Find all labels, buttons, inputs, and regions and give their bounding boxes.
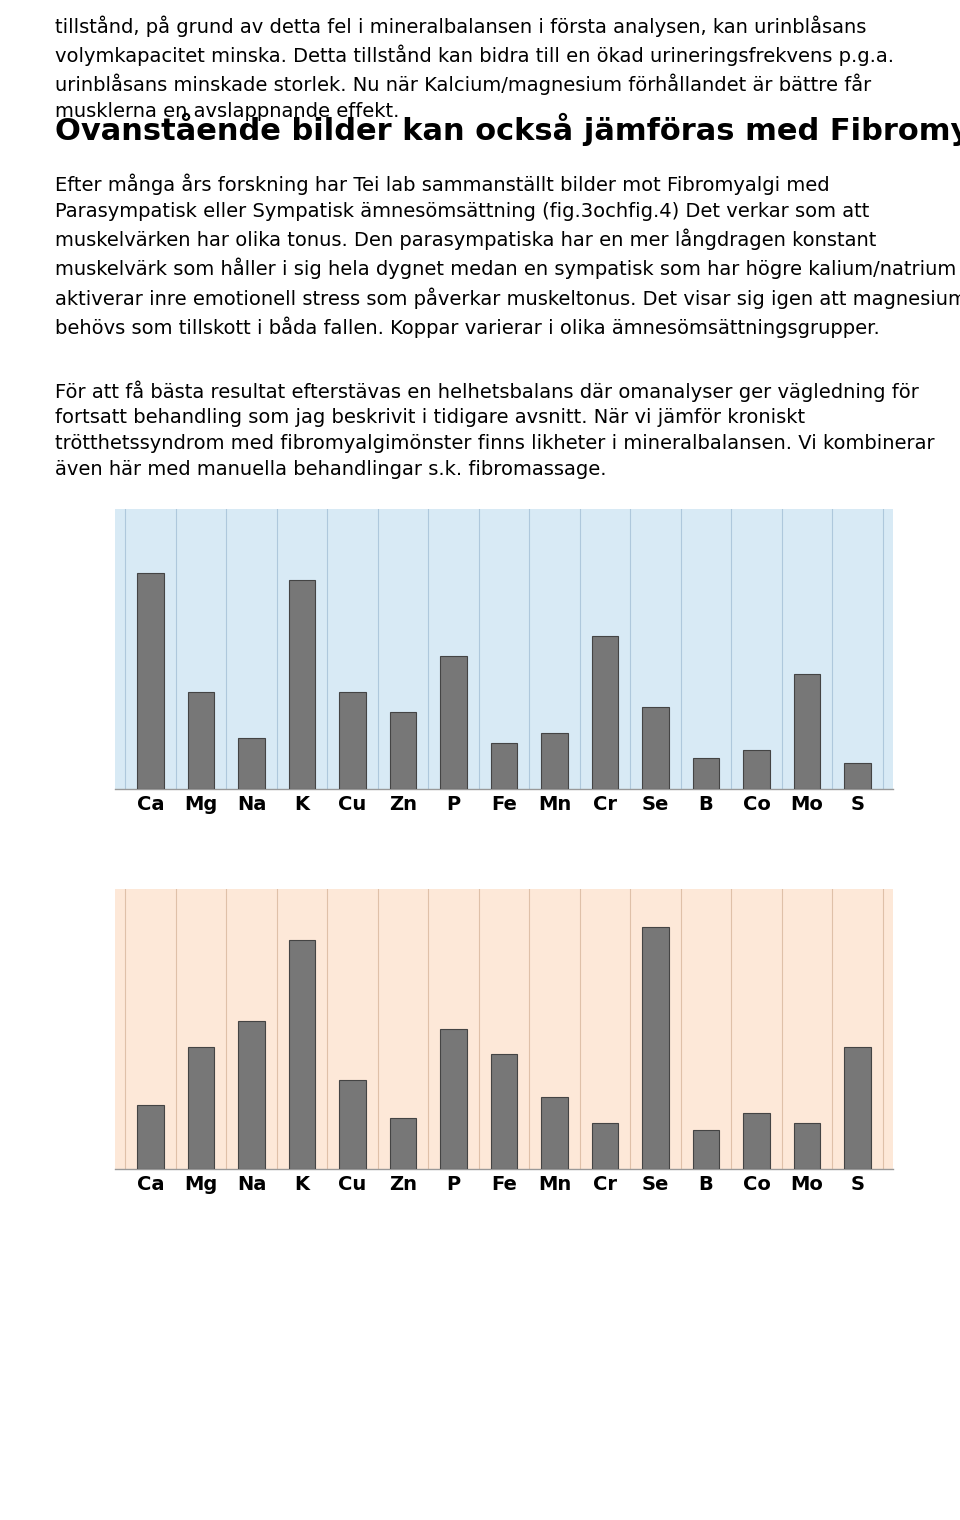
Text: Parasympatisk: Parasympatisk	[504, 517, 712, 541]
Bar	[441, 1029, 467, 1169]
Bar	[340, 692, 366, 789]
Bar	[137, 573, 163, 789]
Bar	[642, 927, 668, 1169]
Text: fig.3  Fibromyalgi: fig.3 Fibromyalgi	[246, 517, 504, 541]
Text: Sympatisk: Sympatisk	[504, 897, 652, 921]
Bar	[390, 713, 416, 789]
Bar	[743, 1113, 770, 1169]
Bar	[541, 1097, 567, 1169]
Bar	[794, 675, 820, 789]
Bar	[289, 939, 315, 1169]
Bar	[845, 1047, 871, 1169]
Bar	[340, 1079, 366, 1169]
Bar	[238, 737, 265, 789]
Bar	[491, 1055, 517, 1169]
Bar	[743, 751, 770, 789]
Bar	[188, 1047, 214, 1169]
Bar	[592, 637, 618, 789]
Text: För att få bästa resultat efterstävas en helhetsbalans där omanalyser ger vägled: För att få bästa resultat efterstävas en…	[55, 380, 934, 479]
Bar	[441, 657, 467, 789]
Bar	[693, 1131, 719, 1169]
Text: Ovanstående bilder kan också jämföras med Fibromyalgimönstret: Ovanstående bilder kan också jämföras me…	[55, 112, 960, 146]
Bar	[592, 1123, 618, 1169]
Bar	[137, 1105, 163, 1169]
Bar	[541, 733, 567, 789]
Text: tillstånd, på grund av detta fel i mineralbalansen i första analysen, kan urinbl: tillstånd, på grund av detta fel i miner…	[55, 15, 894, 122]
Bar	[188, 692, 214, 789]
Text: fig.4  Fibromyalgi: fig.4 Fibromyalgi	[246, 897, 504, 921]
Bar	[642, 707, 668, 789]
Bar	[238, 1021, 265, 1169]
Bar	[845, 763, 871, 789]
Bar	[289, 581, 315, 789]
Bar	[491, 743, 517, 789]
Text: Sympatisk: Sympatisk	[504, 897, 652, 921]
Bar	[693, 758, 719, 789]
Text: Efter många års forskning har Tei lab sammanställt bilder mot Fibromyalgi med
Pa: Efter många års forskning har Tei lab sa…	[55, 173, 960, 337]
Bar	[390, 1117, 416, 1169]
Bar	[794, 1123, 820, 1169]
Text: Parasympatisk: Parasympatisk	[504, 517, 712, 541]
